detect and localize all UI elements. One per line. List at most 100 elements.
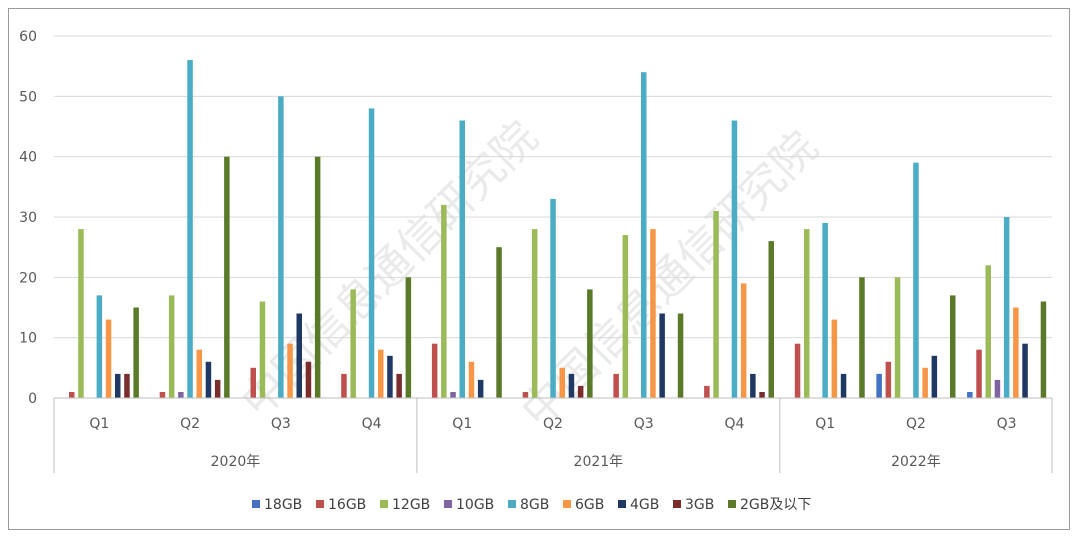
y-tick-label: 20 xyxy=(19,270,37,286)
x-tick-label: Q2 xyxy=(543,416,563,432)
bar-16GB-3 xyxy=(341,373,347,398)
bar-8GB-6 xyxy=(641,72,647,398)
bar-6GB-0 xyxy=(105,319,112,398)
x-tick-label: Q4 xyxy=(362,416,382,432)
y-tick-label: 30 xyxy=(19,210,37,226)
bar-4GB-6 xyxy=(659,313,665,398)
x-tick-label: Q1 xyxy=(452,416,472,432)
bar-8GB-3 xyxy=(368,108,375,399)
bar-4GB-1 xyxy=(205,361,212,398)
bar-12GB-9 xyxy=(894,277,901,398)
bar-16GB-0 xyxy=(69,392,75,398)
x-group-label: 2020年 xyxy=(211,454,261,470)
bar-2GB及以下-4 xyxy=(496,247,502,398)
bar-4GB-3 xyxy=(387,355,393,398)
legend-swatch-18GB xyxy=(252,500,260,508)
bar-6GB-7 xyxy=(740,283,747,398)
bar-12GB-4 xyxy=(441,204,447,398)
bar-4GB-10 xyxy=(1022,343,1028,398)
x-group-label: 2021年 xyxy=(574,454,624,470)
bar-4GB-8 xyxy=(840,373,847,398)
bar-8GB-7 xyxy=(731,120,738,398)
bar-4GB-7 xyxy=(750,373,756,398)
bar-12GB-2 xyxy=(259,301,266,398)
bar-6GB-6 xyxy=(650,229,656,398)
legend-swatch-3GB xyxy=(673,500,681,508)
y-tick-label: 50 xyxy=(19,89,37,105)
legend-swatch-10GB xyxy=(444,500,452,508)
y-tick-label: 60 xyxy=(19,29,37,45)
bar-6GB-3 xyxy=(378,349,384,398)
bar-3GB-1 xyxy=(214,379,221,398)
bar-8GB-4 xyxy=(459,120,465,398)
bar-10GB-1 xyxy=(178,392,184,398)
x-tick-label: Q2 xyxy=(180,416,200,432)
bar-3GB-7 xyxy=(759,392,765,398)
legend-swatch-8GB xyxy=(508,500,516,508)
bar-4GB-5 xyxy=(568,373,575,398)
bar-18GB-10 xyxy=(967,392,973,398)
legend-label: 12GB xyxy=(392,497,430,513)
y-tick-label: 40 xyxy=(19,150,37,166)
x-tick-label: Q1 xyxy=(815,416,835,432)
y-tick-label: 0 xyxy=(28,391,37,407)
bar-16GB-10 xyxy=(976,349,982,398)
bar-8GB-1 xyxy=(187,60,193,398)
bar-4GB-9 xyxy=(931,355,938,398)
bar-4GB-2 xyxy=(296,313,302,398)
bar-12GB-5 xyxy=(531,229,538,398)
bar-2GB及以下-3 xyxy=(405,277,412,398)
bar-12GB-10 xyxy=(985,265,991,398)
bar-3GB-5 xyxy=(577,385,584,398)
x-group-label: 2022年 xyxy=(891,454,941,470)
bar-12GB-6 xyxy=(622,235,629,398)
bar-10GB-4 xyxy=(450,392,456,398)
bar-2GB及以下-9 xyxy=(950,295,956,398)
x-tick-label: Q3 xyxy=(634,416,654,432)
bar-16GB-5 xyxy=(522,392,529,398)
bar-3GB-0 xyxy=(124,373,130,398)
legend-swatch-12GB xyxy=(380,500,388,508)
bar-6GB-1 xyxy=(196,349,202,398)
x-tick-label: Q3 xyxy=(997,416,1017,432)
bar-2GB及以下-5 xyxy=(587,289,593,398)
bar-12GB-8 xyxy=(804,229,810,398)
bar-8GB-0 xyxy=(96,295,103,398)
legend-label: 2GB及以下 xyxy=(740,497,811,513)
bar-8GB-10 xyxy=(1003,217,1010,398)
bar-8GB-8 xyxy=(822,223,828,398)
bar-2GB及以下-0 xyxy=(133,307,139,398)
legend-label: 10GB xyxy=(456,497,494,513)
y-tick-label: 10 xyxy=(19,331,37,347)
x-tick-label: Q3 xyxy=(271,416,291,432)
chart-frame xyxy=(8,8,1070,530)
legend-swatch-2GB及以下 xyxy=(728,500,736,508)
bar-3GB-2 xyxy=(305,361,312,398)
bar-2GB及以下-8 xyxy=(859,277,865,398)
bar-8GB-5 xyxy=(550,198,556,398)
bar-6GB-5 xyxy=(559,367,565,398)
watermark-text: 中国信息通信研究院 xyxy=(512,122,828,438)
bar-16GB-8 xyxy=(794,343,801,398)
bar-18GB-9 xyxy=(876,373,882,398)
bar-6GB-10 xyxy=(1013,307,1019,398)
x-tick-label: Q1 xyxy=(89,416,109,432)
bar-4GB-4 xyxy=(477,379,484,398)
legend-label: 6GB xyxy=(575,497,604,513)
bar-4GB-0 xyxy=(115,373,121,398)
bar-6GB-2 xyxy=(287,343,293,398)
legend-swatch-6GB xyxy=(563,500,571,508)
bar-2GB及以下-2 xyxy=(314,156,321,398)
legend-label: 4GB xyxy=(630,497,659,513)
bar-2GB及以下-7 xyxy=(768,241,774,398)
bar-16GB-6 xyxy=(613,373,619,398)
bar-2GB及以下-10 xyxy=(1040,301,1047,398)
bar-16GB-2 xyxy=(250,367,256,398)
bar-6GB-8 xyxy=(831,319,838,398)
bar-2GB及以下-6 xyxy=(677,313,684,398)
bar-16GB-7 xyxy=(704,385,710,398)
bar-8GB-2 xyxy=(278,96,284,399)
bar-16GB-1 xyxy=(159,392,166,398)
bar-12GB-1 xyxy=(168,295,175,398)
